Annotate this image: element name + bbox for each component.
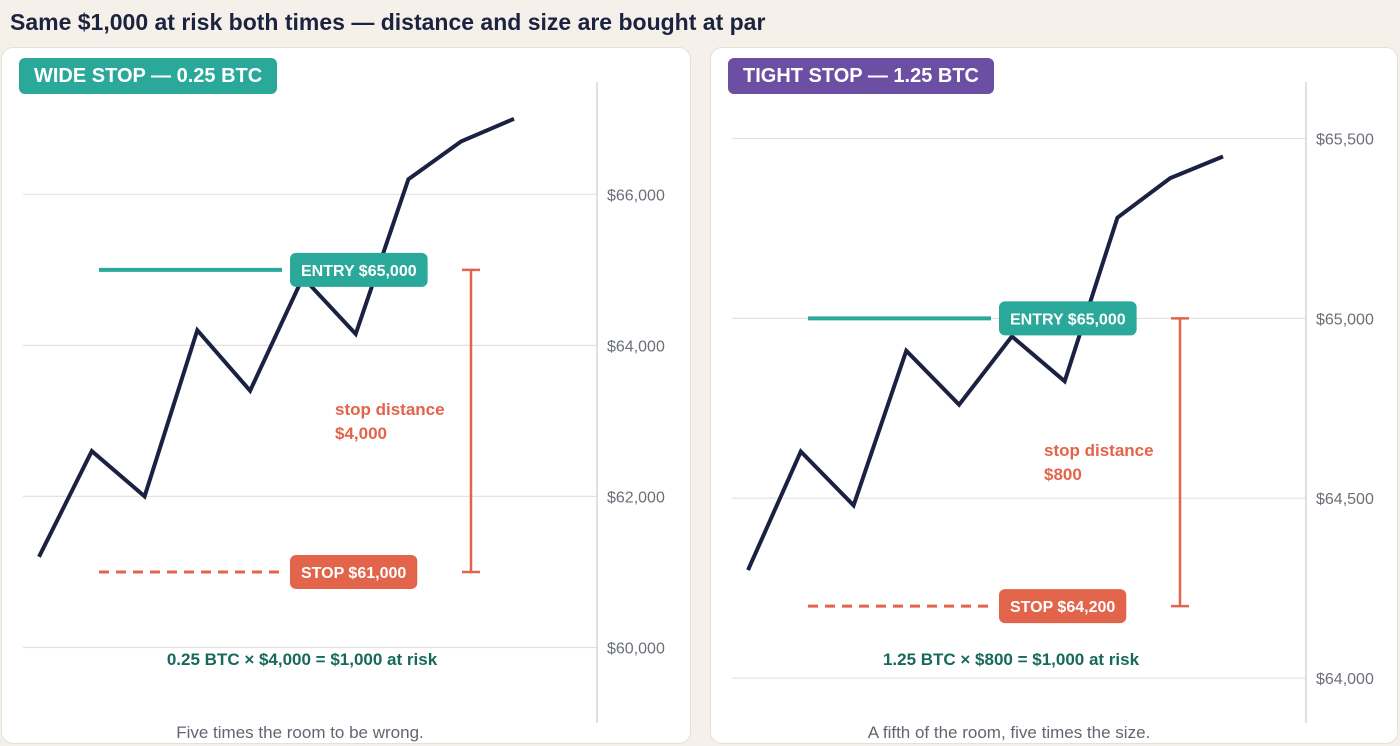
y-tick-label: $66,000 [607,187,665,204]
risk-formula: 0.25 BTC × $4,000 = $1,000 at risk [167,650,438,669]
wide-stop-chart: $60,000 $62,000 $64,000 $66,000 ENTRY $65,00… [23,82,665,742]
y-tick-label: $60,000 [607,640,665,657]
stop-pill [290,554,418,589]
entry-pill [290,252,428,287]
wide-stop-badge: WIDE STOP — 0.25 BTC [19,58,278,94]
stop-label: STOP $64,200 [1010,599,1115,616]
stop-pill [999,589,1127,624]
tight-stop-badge: TIGHT STOP — 1.25 BTC [728,58,994,94]
stop-distance-label: stop distance [335,400,445,419]
y-tick-label: $64,000 [607,338,665,355]
y-tick-label: $62,000 [607,489,665,506]
panel-caption: A fifth of the room, five times the size… [868,723,1151,742]
entry-label: ENTRY $65,000 [301,263,417,280]
stop-distance-value: $4,000 [335,424,387,443]
stop-label: STOP $61,000 [301,565,406,582]
y-tick-label: $64,500 [1316,491,1374,508]
entry-pill [999,301,1137,336]
y-tick-label: $64,000 [1316,671,1374,688]
stop-distance-value: $800 [1044,465,1082,484]
price-series-line [37,116,515,558]
entry-label: ENTRY $65,000 [1010,311,1126,328]
price-series-line [746,154,1224,571]
y-tick-label: $65,500 [1316,132,1374,149]
risk-formula: 1.25 BTC × $800 = $1,000 at risk [883,650,1140,669]
wide-stop-panel: $60,000 $62,000 $64,000 $66,000 ENTRY $65,00… [1,47,691,744]
y-tick-label: $65,000 [1316,311,1374,328]
panel-caption: Five times the room to be wrong. [176,723,424,742]
tight-stop-chart: $64,000 $64,500 $65,000 $65,500 ENTRY $65,00… [732,82,1374,742]
page-title: Same $1,000 at risk both times — distanc… [10,9,766,35]
stop-distance-label: stop distance [1044,441,1154,460]
tight-stop-panel: $64,000 $64,500 $65,000 $65,500 ENTRY $65,00… [710,47,1398,744]
